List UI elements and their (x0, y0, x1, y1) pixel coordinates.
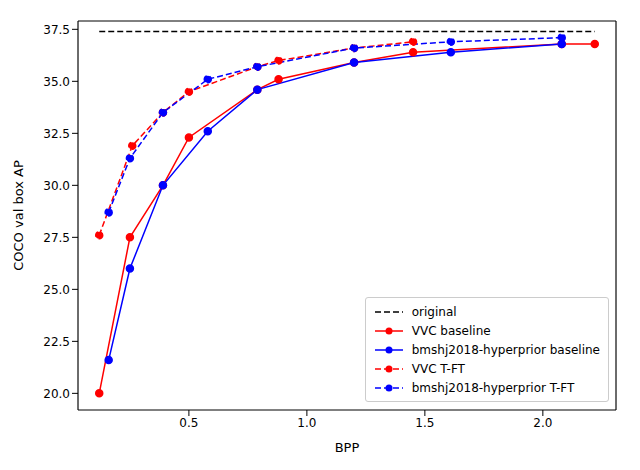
svg-text:1.5: 1.5 (415, 416, 434, 430)
svg-text:22.5: 22.5 (43, 335, 70, 349)
svg-text:COCO val box AP: COCO val box AP (11, 160, 26, 271)
svg-text:1.0: 1.0 (297, 416, 316, 430)
svg-text:25.0: 25.0 (43, 283, 70, 297)
svg-text:BPP: BPP (335, 440, 360, 455)
svg-text:35.0: 35.0 (43, 75, 70, 89)
svg-text:30.0: 30.0 (43, 179, 70, 193)
svg-text:27.5: 27.5 (43, 231, 70, 245)
svg-text:32.5: 32.5 (43, 127, 70, 141)
html-text:bmshj2018-hyperprior T-FT: bmshj2018-hyperprior T-FT (411, 380, 575, 395)
html-text:bmshj2018-hyperprior baseline: bmshj2018-hyperprior baseline (411, 342, 600, 357)
html-text:VVC T-FT: VVC T-FT (411, 361, 465, 376)
svg-text:20.0: 20.0 (43, 387, 70, 401)
svg-text:0.5: 0.5 (179, 416, 198, 430)
html-text:VVC baseline: VVC baseline (411, 323, 491, 338)
svg-text:37.5: 37.5 (43, 23, 70, 37)
svg-text:2.0: 2.0 (533, 416, 552, 430)
html-text:original: original (411, 304, 457, 319)
